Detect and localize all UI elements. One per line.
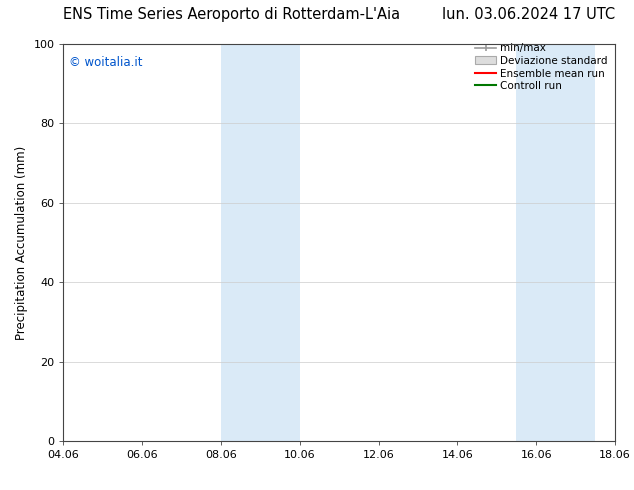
Text: © woitalia.it: © woitalia.it [69, 56, 143, 69]
Legend: min/max, Deviazione standard, Ensemble mean run, Controll run: min/max, Deviazione standard, Ensemble m… [473, 41, 610, 94]
Text: ENS Time Series Aeroporto di Rotterdam-L'Aia: ENS Time Series Aeroporto di Rotterdam-L… [63, 7, 401, 22]
Bar [221, 44, 300, 441]
Bar [517, 44, 595, 441]
Y-axis label: Precipitation Accumulation (mm): Precipitation Accumulation (mm) [15, 146, 28, 340]
Text: lun. 03.06.2024 17 UTC: lun. 03.06.2024 17 UTC [442, 7, 615, 22]
